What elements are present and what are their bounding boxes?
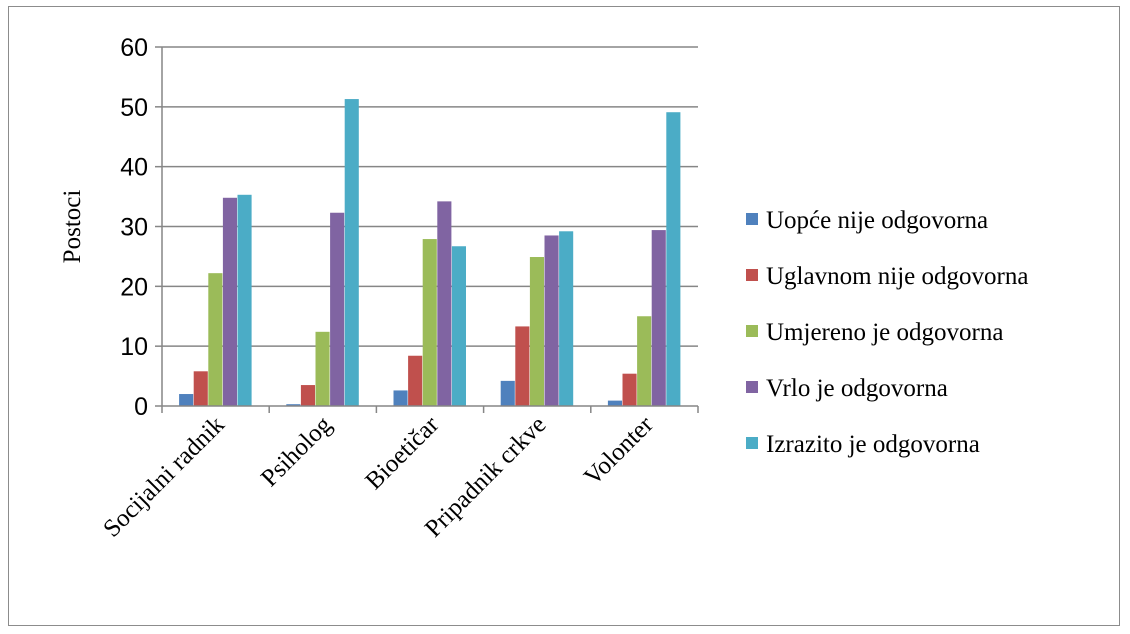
legend-swatch [746,325,758,337]
legend-label: Uopće nije odgovorna [766,207,988,234]
legend-swatch [746,381,758,393]
x-tick-label: Volonter [579,411,659,491]
legend-label: Uglavnom nije odgovorna [766,263,1028,290]
bar [500,380,515,406]
y-tick-label: 0 [134,393,148,421]
bar [193,371,208,406]
y-tick-labels: 0 10 20 30 40 50 60 [120,34,148,421]
bar [393,390,408,406]
bar [344,99,359,406]
bar [408,355,423,406]
bar [222,197,237,406]
legend-swatch [746,437,758,449]
y-tick-label: 40 [120,154,148,182]
y-tick-label: 30 [120,214,148,242]
bar [544,235,559,406]
legend-label: Umjereno je odgovorna [766,319,1003,346]
bar [300,385,315,406]
bar [637,316,652,406]
bars [179,99,681,406]
bar [651,230,666,406]
bar [315,331,330,406]
bar [515,326,530,406]
bar [559,231,574,406]
x-tick-label: Socijalni radnik [98,411,230,543]
bar [422,239,437,406]
bar [437,201,452,406]
legend-label: Izrazito je odgovorna [766,431,980,458]
y-axis-title: Postoci [59,190,86,264]
bar [529,257,544,406]
x-tick-label: Psiholog [256,411,337,492]
bar [330,212,345,406]
y-tick-label: 50 [120,94,148,122]
bar [607,400,622,406]
legend: Uopće nije odgovorna Uglavnom nije odgovo… [746,207,1028,458]
y-tick-label: 60 [120,34,148,62]
legend-swatch [746,269,758,281]
bar [286,404,301,406]
legend-label: Vrlo je odgovorna [766,375,948,402]
bar [179,394,194,406]
y-tick-label: 20 [120,273,148,301]
bar [208,273,223,406]
bar [666,112,681,406]
bar [451,246,466,406]
x-tick-labels: Socijalni radnik Psiholog BioetičarPripadn… [98,411,659,543]
x-tick-label: Bioetičar [360,411,444,495]
legend-swatch [746,213,758,225]
bar [237,194,252,406]
y-tick-label: 10 [120,333,148,361]
axes [155,46,699,413]
bar [622,373,637,406]
